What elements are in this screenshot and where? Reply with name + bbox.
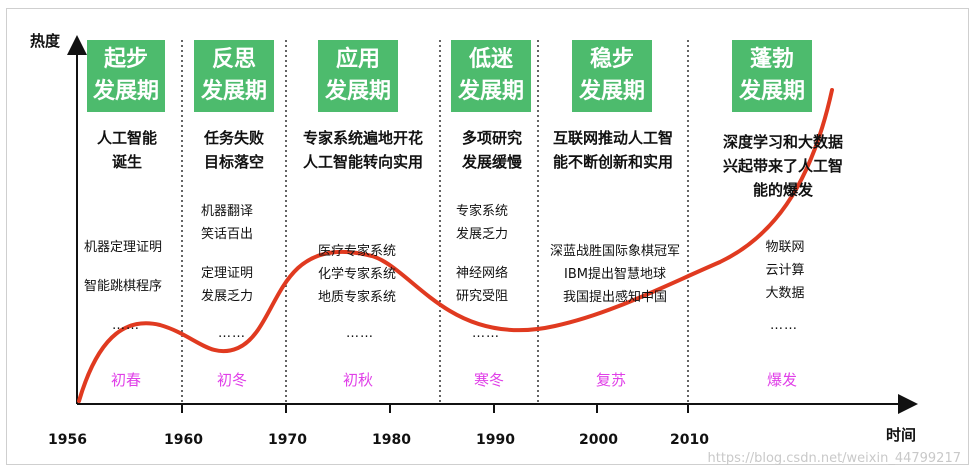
phase-description: 深度学习和大数据 兴起带来了人工智 能的爆发	[722, 133, 843, 199]
period-dividers	[181, 40, 689, 404]
x-axis-title: 时间	[886, 426, 917, 444]
phase-title: 低迷	[468, 47, 513, 72]
season-label: 初冬	[217, 371, 248, 389]
season-label: 爆发	[767, 371, 798, 389]
phase-subtitle: 发展期	[457, 79, 524, 104]
phase-subtitle: 发展期	[738, 79, 805, 104]
phase-title: 应用	[335, 47, 380, 72]
phase-box-reflection: 反思 发展期	[194, 40, 274, 112]
phase-description: 任务失败 目标落空	[203, 129, 264, 171]
phase-examples: 医疗专家系统 化学专家系统 地质专家系统	[318, 244, 397, 305]
year-label: 1980	[372, 432, 411, 448]
year-label: 1956	[48, 432, 87, 448]
phase-examples: 物联网 云计算 大数据	[765, 240, 805, 301]
season-label: 复苏	[596, 371, 627, 389]
phase-subtitle: 发展期	[324, 79, 391, 104]
phase-description: 专家系统遍地开花 人工智能转向实用	[302, 129, 423, 171]
phase-examples: 机器翻译 笑话百出 定理证明 发展乏力	[201, 204, 254, 304]
phase-box-steady: 稳步 发展期	[572, 40, 652, 112]
phase-title: 反思	[211, 47, 256, 72]
watermark: https://blog.csdn.net/weixin_44799217	[707, 451, 961, 466]
year-ticks	[181, 404, 689, 413]
ellipsis: ……	[770, 318, 798, 333]
phase-description: 互联网推动人工智 能不断创新和实用	[552, 129, 673, 171]
season-label: 初春	[111, 371, 142, 389]
ellipsis: ……	[472, 326, 500, 341]
phase-box-boom: 蓬勃 发展期	[732, 40, 812, 112]
year-label: 2000	[579, 432, 618, 448]
phase-examples: 专家系统 发展乏力 神经网络 研究受阻	[456, 204, 509, 304]
phase-box-application: 应用 发展期	[318, 40, 398, 112]
phase-subtitle: 发展期	[92, 79, 159, 104]
trend-curve	[77, 88, 834, 403]
figure-frame	[6, 8, 969, 465]
year-label: 1970	[268, 432, 307, 448]
phase-description: 多项研究 发展缓慢	[461, 129, 522, 171]
season-label: 初秋	[343, 371, 374, 389]
phase-title: 起步	[103, 47, 148, 72]
phase-description: 人工智能 诞生	[96, 129, 157, 171]
phase-title: 稳步	[589, 47, 634, 72]
phase-subtitle: 发展期	[578, 79, 645, 104]
phase-subtitle: 发展期	[200, 79, 267, 104]
season-label: 寒冬	[474, 371, 505, 389]
year-label: 1990	[476, 432, 515, 448]
year-label: 2010	[670, 432, 709, 448]
y-axis-title: 热度	[30, 32, 61, 50]
ellipsis: ……	[218, 326, 246, 341]
year-label: 1960	[164, 432, 203, 448]
phase-box-start: 起步 发展期	[87, 40, 165, 112]
phase-examples: 深蓝战胜国际象棋冠军 IBM提出智慧地球 我国提出感知中国	[549, 244, 680, 305]
ellipsis: ……	[346, 326, 374, 341]
phase-examples: 机器定理证明 智能跳棋程序	[84, 240, 163, 294]
ellipsis: ……	[112, 318, 140, 333]
phase-box-downturn: 低迷 发展期	[451, 40, 531, 112]
phase-title: 蓬勃	[749, 47, 794, 72]
